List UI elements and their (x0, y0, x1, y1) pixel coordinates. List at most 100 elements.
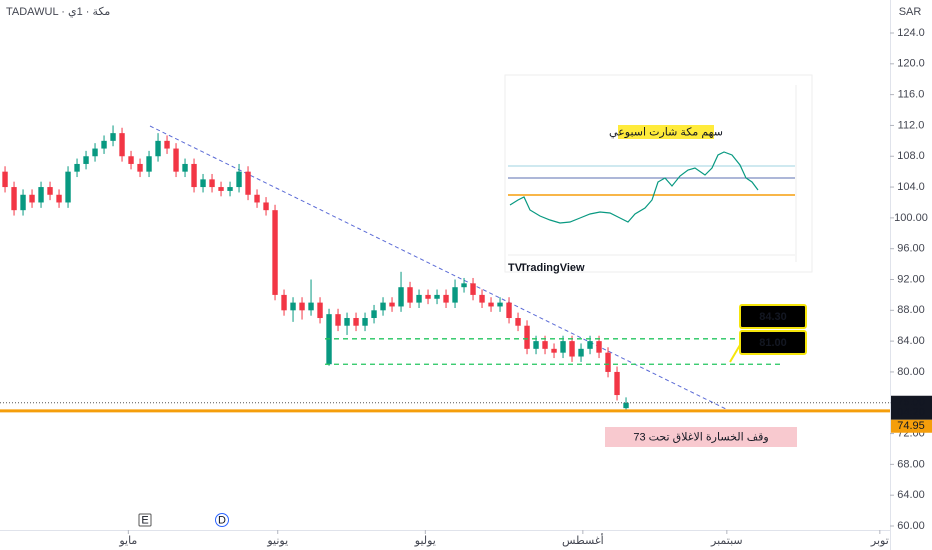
candle-body (569, 341, 575, 357)
y-tick-label: 112.0 (898, 119, 925, 131)
candle-body (425, 294, 431, 299)
candle-body (380, 302, 386, 311)
candle-body (29, 194, 35, 203)
x-tick-label: يونيو (266, 535, 288, 547)
candle-body (227, 187, 233, 191)
countdown: 04:20 (897, 407, 925, 419)
candle-body (578, 348, 584, 357)
x-tick-label: مايو (118, 535, 137, 547)
candle-body (353, 318, 359, 326)
y-tick-label: 60.00 (897, 520, 925, 532)
candle-body (65, 171, 71, 203)
candle-body (173, 148, 179, 172)
candle-body (515, 318, 521, 326)
candle-body (470, 283, 476, 295)
inset-logo: TV (508, 262, 523, 274)
candle-body (560, 341, 566, 353)
candle-body (461, 283, 467, 288)
x-tick-label: سبتمبر (710, 535, 743, 547)
event-marker-frame (138, 513, 152, 527)
candle-body (551, 348, 557, 353)
candle-body (416, 294, 422, 303)
candle-body (128, 156, 134, 164)
current-price-box (891, 395, 932, 420)
y-tick-label: 84.00 (897, 335, 925, 347)
candle-body (452, 287, 458, 303)
candle-body (155, 140, 161, 157)
candle-body (281, 294, 287, 311)
candle-body (614, 371, 620, 396)
candle-body (308, 302, 314, 311)
candle-body (398, 287, 404, 307)
candle-body (92, 148, 98, 157)
candle-body (290, 302, 296, 311)
level-callout-box (739, 330, 807, 355)
inset-frame (504, 74, 813, 273)
candle-body (200, 179, 206, 188)
candle-body (371, 310, 377, 319)
y-tick-label: 104.0 (897, 181, 925, 193)
y-tick-label: 64.00 (897, 489, 925, 501)
candle-body (605, 352, 611, 372)
candle-body (119, 133, 125, 157)
candle-body (164, 140, 170, 149)
candle-body (344, 318, 350, 326)
candle-body (74, 163, 80, 172)
candle-body (596, 341, 602, 353)
candle-body (137, 163, 143, 172)
y-tick-label: 96.00 (897, 243, 925, 255)
candle-body (533, 341, 539, 349)
candle-body (434, 294, 440, 299)
candle-body (110, 133, 116, 141)
y-tick-label: 108.0 (897, 150, 925, 162)
x-tick-label: يوليو (414, 535, 436, 547)
candle-body (272, 210, 278, 295)
y-tick-label: 92.00 (897, 273, 925, 285)
annotation: وقف الخسارة الاغلاق تحت 73 (633, 431, 768, 443)
candle-body (254, 194, 260, 203)
candle-body (11, 187, 17, 211)
inset-price-line (509, 151, 759, 224)
annotation-box (605, 427, 797, 447)
y-tick-label: 68.00 (897, 458, 925, 470)
candle-body (317, 302, 323, 319)
candle-body (146, 156, 152, 172)
current-price-label: 76.00 (897, 397, 925, 409)
candle-body (245, 171, 251, 195)
candle-body (56, 194, 62, 203)
candle-body (443, 294, 449, 303)
candle-body (587, 341, 593, 349)
support-price-label: 74.95 (897, 420, 925, 432)
candle-body (335, 314, 341, 326)
inset: سهم مكة شارت اسبوعي TradingView TV (504, 74, 813, 274)
candle-body (479, 294, 485, 303)
candle-body (38, 187, 44, 203)
inset-brand: TradingView (520, 262, 585, 274)
y-tick-label: 120.0 (897, 58, 925, 70)
candle-body (362, 318, 368, 326)
candle-body (407, 287, 413, 303)
candle-body (488, 302, 494, 307)
candle-body (191, 163, 197, 188)
candle-body (218, 187, 224, 191)
y-tick-label: 100.00 (894, 212, 928, 224)
symbol-header: TADAWUL · مكة · 1ي (6, 6, 110, 18)
event-marker: D (218, 514, 226, 526)
level-callout-label: 81.00 (759, 337, 787, 349)
candle-body (389, 302, 395, 307)
candle-body (20, 194, 26, 211)
event-marker-frame (215, 513, 229, 527)
candle-body (182, 163, 188, 172)
candle-body (506, 302, 512, 319)
level-callout-label: 84.30 (759, 311, 787, 323)
candle-body (101, 140, 107, 149)
inset-title-box (618, 125, 714, 139)
candle-body (542, 341, 548, 349)
x-tick-label: توبر (870, 535, 889, 547)
candle-body (497, 302, 503, 307)
y-tick-label: 88.00 (897, 304, 925, 316)
callout-pointer (729, 344, 741, 363)
candle-body (299, 302, 305, 311)
